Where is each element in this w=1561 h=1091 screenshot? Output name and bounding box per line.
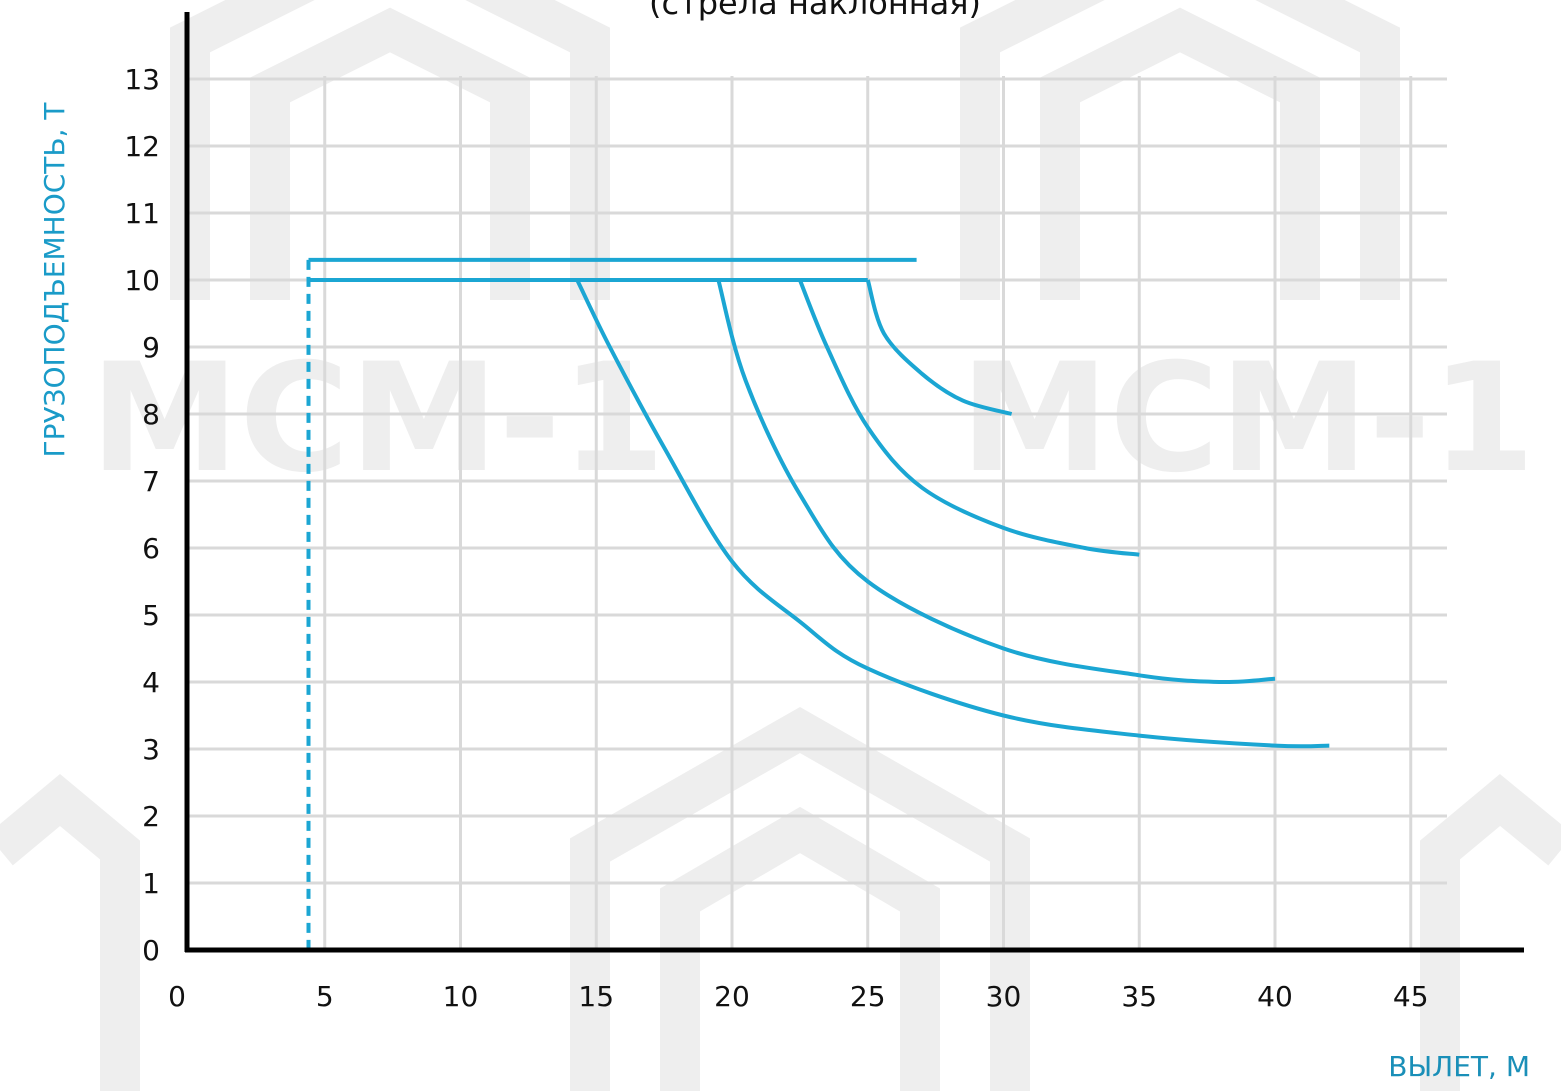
x-tick-label: 25 — [850, 980, 886, 1013]
y-tick-label: 3 — [142, 733, 160, 766]
series-line-4 — [575, 279, 1330, 749]
x-tick-label: 35 — [1121, 980, 1157, 1013]
x-tick-label: 5 — [316, 980, 334, 1013]
y-tick-label: 8 — [142, 398, 160, 431]
x-tick-label: 15 — [578, 980, 614, 1013]
series-line-5 — [716, 279, 1276, 685]
x-tick-label: 45 — [1393, 980, 1429, 1013]
series-line-6 — [798, 279, 1140, 557]
watermark-text-right: МСМ-1 — [960, 332, 1535, 506]
x-tick-label: 20 — [714, 980, 750, 1013]
x-axis-title: ВЫЛЕТ, М — [1388, 1050, 1530, 1083]
y-axis-title: ГРУЗОПОДЪЕМНОСТЬ, Т — [38, 102, 71, 458]
series-line-7 — [865, 279, 1013, 416]
y-tick-label: 13 — [124, 63, 160, 96]
axes — [184, 12, 1524, 953]
chart-title: (стрела наклонная) — [649, 0, 981, 22]
y-tick-label: 12 — [124, 130, 160, 163]
y-tick-label: 2 — [142, 800, 160, 833]
y-tick-label: 10 — [124, 264, 160, 297]
y-tick-label: 5 — [142, 599, 160, 632]
x-tick-label: 10 — [443, 980, 479, 1013]
y-tick-label: 1 — [142, 867, 160, 900]
x-tick-label: 40 — [1257, 980, 1293, 1013]
series-group — [306, 257, 1330, 950]
x-tick-label: 30 — [986, 980, 1022, 1013]
x-tick-label: 0 — [168, 980, 186, 1013]
grid — [189, 76, 1447, 950]
y-tick-label: 9 — [142, 331, 160, 364]
y-tick-label: 6 — [142, 532, 160, 565]
y-tick-label: 0 — [142, 934, 160, 967]
y-tick-label: 7 — [142, 465, 160, 498]
y-tick-label: 11 — [124, 197, 160, 230]
y-tick-label: 4 — [142, 666, 160, 699]
